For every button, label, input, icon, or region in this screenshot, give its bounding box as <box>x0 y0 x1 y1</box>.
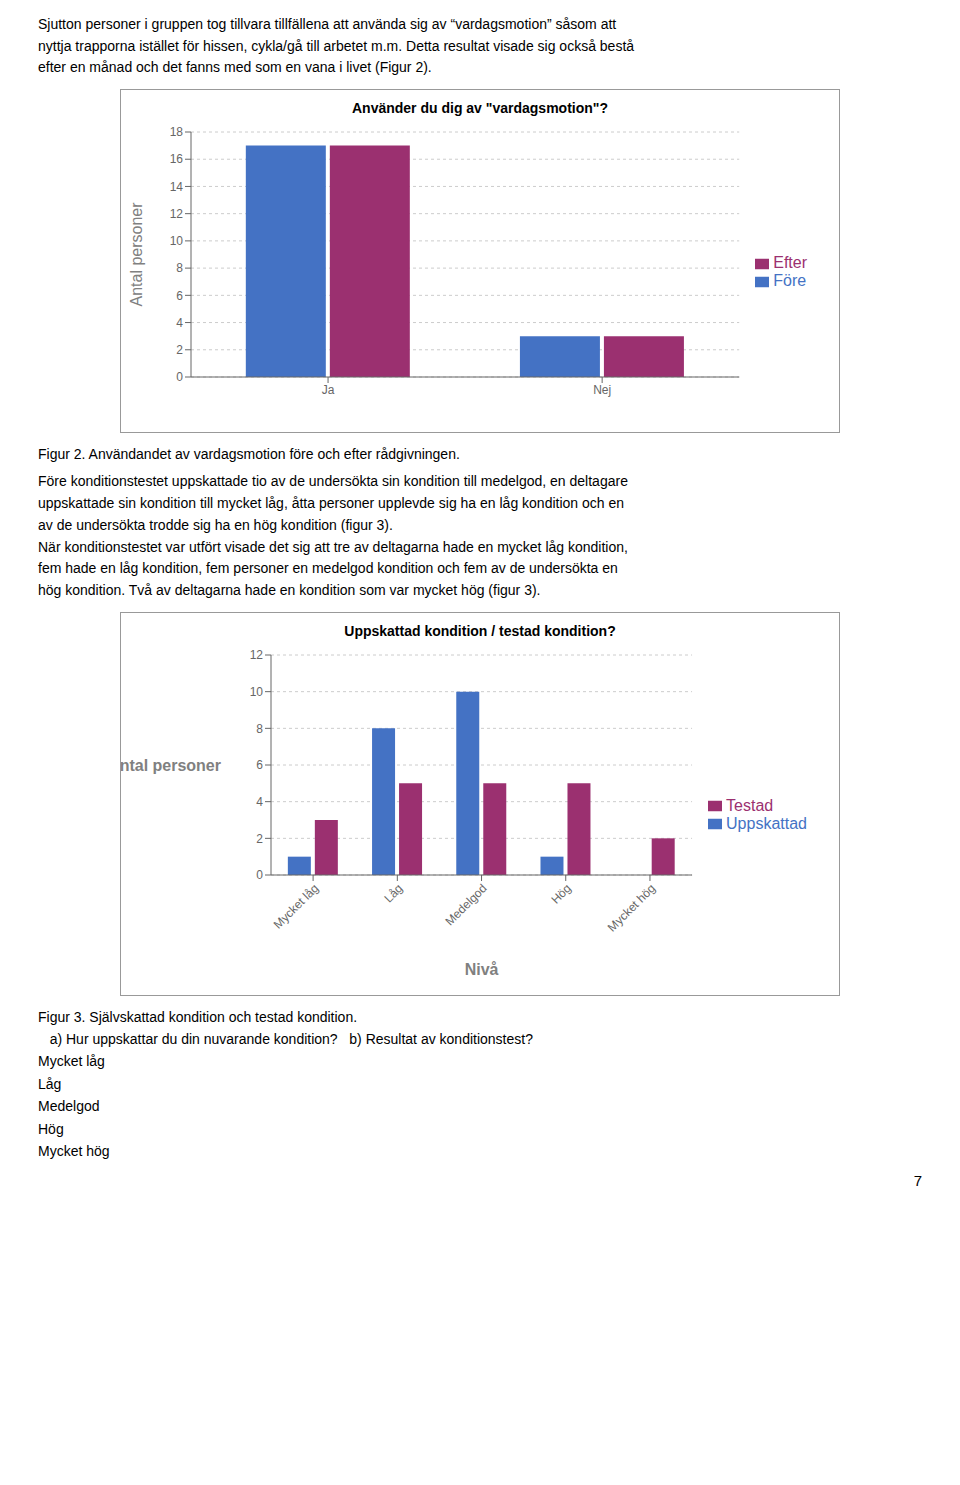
html-text:Figur 3. Självskattad konditio: Figur 3. Självskattad kondition och test… <box>38 1008 358 1025</box>
html-text:Figur 2. Användandet av vardag: Figur 2. Användandet av vardagsmotion fö… <box>38 446 460 463</box>
svg-text:Nivå: Nivå <box>465 961 499 978</box>
html-text:Mycket hög: Mycket hög <box>38 1142 110 1159</box>
html-text:Testad: Testad <box>726 796 774 814</box>
html-text:a) Hur uppskattar du din nuvar: a) Hur uppskattar du din nuvarande kondi… <box>38 1031 533 1047</box>
svg-text:8: 8 <box>176 261 183 275</box>
svg-text:18: 18 <box>170 125 184 139</box>
html-text:Uppskattad kondition / testad: Uppskattad kondition / testad kondition? <box>344 622 616 639</box>
svg-text:Mycket hög: Mycket hög <box>605 881 658 934</box>
svg-text:2: 2 <box>256 831 263 845</box>
svg-text:10: 10 <box>170 234 184 248</box>
svg-text:14: 14 <box>170 180 184 194</box>
html-text:Före: Före <box>773 272 807 290</box>
html-text:7: 7 <box>913 1172 922 1190</box>
html-text:Mycket låg: Mycket låg <box>38 1053 105 1070</box>
svg-text:Antal personer: Antal personer <box>128 202 145 307</box>
html-text:Uppskattad: Uppskattad <box>726 814 807 832</box>
svg-text:4: 4 <box>256 795 263 809</box>
svg-text:Medelgod: Medelgod <box>442 881 489 928</box>
svg-text:12: 12 <box>170 207 184 221</box>
html-text:Efter: Efter <box>773 254 807 272</box>
svg-text:Mycket låg: Mycket låg <box>271 881 321 931</box>
html-text:Medelgod: Medelgod <box>38 1098 100 1115</box>
svg-text:0: 0 <box>256 868 263 882</box>
html-text:Före konditionstestet uppskatt: Före konditionstestet uppskattade tio av… <box>38 473 628 598</box>
html-text:Sjutton personer i gruppen tog: Sjutton personer i gruppen tog tillvara … <box>38 16 635 76</box>
svg-text:Ja: Ja <box>322 383 335 397</box>
svg-text:12: 12 <box>250 648 264 662</box>
svg-text:Nej: Nej <box>593 383 611 397</box>
svg-text:2: 2 <box>176 343 183 357</box>
svg-text:Låg: Låg <box>381 881 405 905</box>
svg-text:6: 6 <box>176 289 183 303</box>
svg-text:8: 8 <box>256 721 263 735</box>
html-text:Använder du dig av "vardagsmot: Använder du dig av "vardagsmotion"? <box>352 100 608 117</box>
svg-text:0: 0 <box>176 370 183 384</box>
html-text:Hög: Hög <box>38 1120 64 1137</box>
svg-text:4: 4 <box>176 316 183 330</box>
svg-text:Antal personer: Antal personer <box>121 756 221 773</box>
svg-text:16: 16 <box>170 153 184 167</box>
html-text:Låg: Låg <box>38 1075 62 1092</box>
svg-text:10: 10 <box>250 685 264 699</box>
svg-text:6: 6 <box>256 758 263 772</box>
svg-text:Hög: Hög <box>548 881 573 906</box>
